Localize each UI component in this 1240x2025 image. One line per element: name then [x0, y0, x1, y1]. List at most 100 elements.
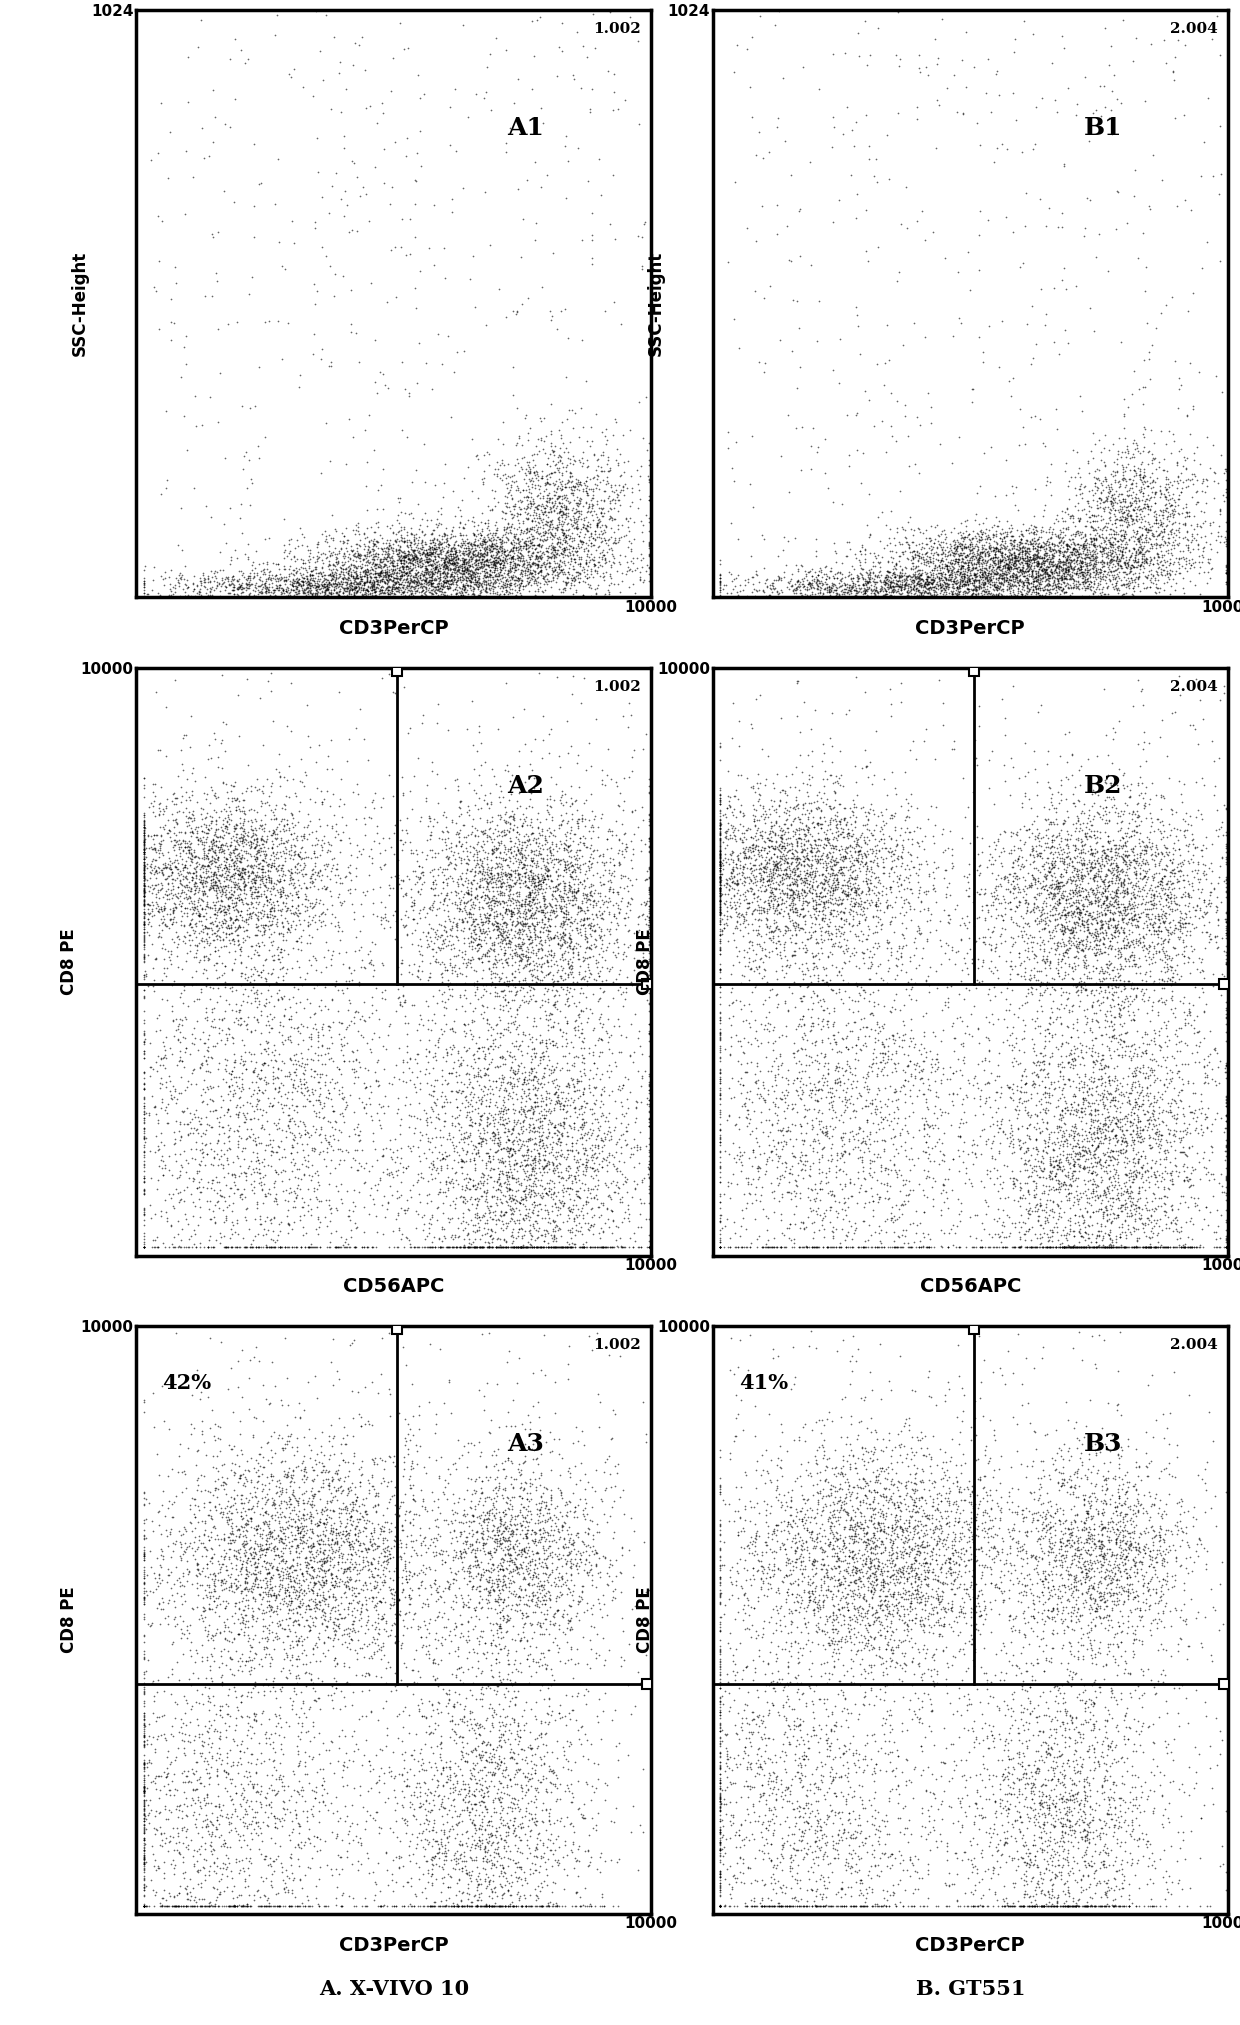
Point: [1099, 537, 1118, 569]
Point: [441, 1075, 461, 1108]
Point: [1094, 1586, 1114, 1618]
Point: [325, 1541, 345, 1573]
Point: [743, 897, 763, 929]
Point: [134, 1721, 154, 1754]
Point: [985, 539, 1004, 571]
Point: [1063, 518, 1083, 551]
Point: [372, 948, 392, 980]
Point: [155, 1152, 175, 1185]
Point: [216, 1762, 236, 1794]
Point: [1128, 1213, 1148, 1245]
Point: [247, 1784, 267, 1816]
Point: [250, 808, 270, 840]
Point: [1078, 1818, 1097, 1851]
Point: [1104, 531, 1123, 563]
Point: [451, 557, 471, 589]
Point: [980, 1731, 999, 1764]
Point: [1030, 1861, 1050, 1893]
Point: [441, 1494, 461, 1527]
Point: [1126, 551, 1146, 583]
Point: [1042, 846, 1061, 879]
Point: [497, 857, 517, 889]
Point: [1037, 1231, 1056, 1264]
Point: [342, 1608, 362, 1640]
Point: [1049, 938, 1069, 970]
Point: [923, 1555, 942, 1588]
Point: [301, 1043, 321, 1075]
Point: [1078, 919, 1097, 952]
Point: [882, 850, 901, 883]
Point: [367, 377, 387, 409]
Point: [890, 561, 910, 593]
Point: [857, 49, 877, 81]
Point: [879, 162, 899, 194]
Point: [1164, 1000, 1184, 1033]
Point: [236, 1106, 255, 1138]
Point: [866, 1573, 885, 1606]
Point: [758, 1517, 777, 1549]
Point: [1102, 978, 1122, 1010]
Point: [807, 435, 827, 468]
Point: [1106, 581, 1126, 614]
Point: [954, 761, 973, 794]
Point: [1112, 496, 1132, 529]
Point: [279, 573, 299, 605]
Point: [192, 867, 212, 899]
Point: [546, 1867, 565, 1899]
Point: [579, 893, 599, 925]
Point: [941, 559, 961, 591]
Point: [579, 474, 599, 506]
Point: [1040, 549, 1060, 581]
Point: [859, 553, 879, 585]
Point: [711, 1063, 730, 1096]
Point: [861, 1476, 880, 1509]
Point: [1049, 1533, 1069, 1565]
Point: [464, 577, 484, 610]
Point: [570, 867, 590, 899]
Point: [427, 1120, 446, 1152]
Point: [1111, 1827, 1131, 1859]
Point: [1022, 1002, 1042, 1035]
Point: [858, 581, 878, 614]
Point: [775, 1533, 795, 1565]
Point: [480, 1737, 500, 1770]
Point: [139, 579, 159, 612]
Point: [1032, 1744, 1052, 1776]
Point: [613, 1181, 632, 1213]
Point: [960, 581, 980, 614]
Point: [435, 986, 455, 1019]
Point: [144, 1411, 164, 1444]
Point: [847, 950, 867, 982]
Point: [935, 243, 955, 275]
Point: [536, 524, 556, 557]
Point: [533, 1152, 553, 1185]
Point: [954, 1592, 973, 1624]
Point: [849, 1561, 869, 1594]
Point: [949, 1681, 968, 1713]
Point: [1012, 1746, 1032, 1778]
Point: [348, 1525, 368, 1557]
Point: [1142, 1359, 1162, 1391]
Point: [312, 551, 332, 583]
Point: [959, 561, 978, 593]
Point: [957, 1689, 977, 1721]
Point: [934, 545, 954, 577]
Point: [1002, 553, 1022, 585]
Point: [947, 547, 967, 579]
Point: [455, 553, 475, 585]
Point: [1126, 466, 1146, 498]
Point: [521, 1470, 541, 1503]
Point: [887, 1596, 906, 1628]
Point: [739, 1118, 759, 1150]
Point: [1049, 539, 1069, 571]
Point: [844, 1780, 864, 1812]
Point: [484, 1124, 503, 1156]
Point: [532, 537, 552, 569]
Point: [341, 1622, 361, 1654]
Point: [821, 1478, 841, 1511]
Point: [1149, 504, 1169, 537]
Point: [1095, 549, 1115, 581]
Point: [1094, 549, 1114, 581]
Point: [1063, 844, 1083, 877]
Point: [268, 1061, 288, 1094]
